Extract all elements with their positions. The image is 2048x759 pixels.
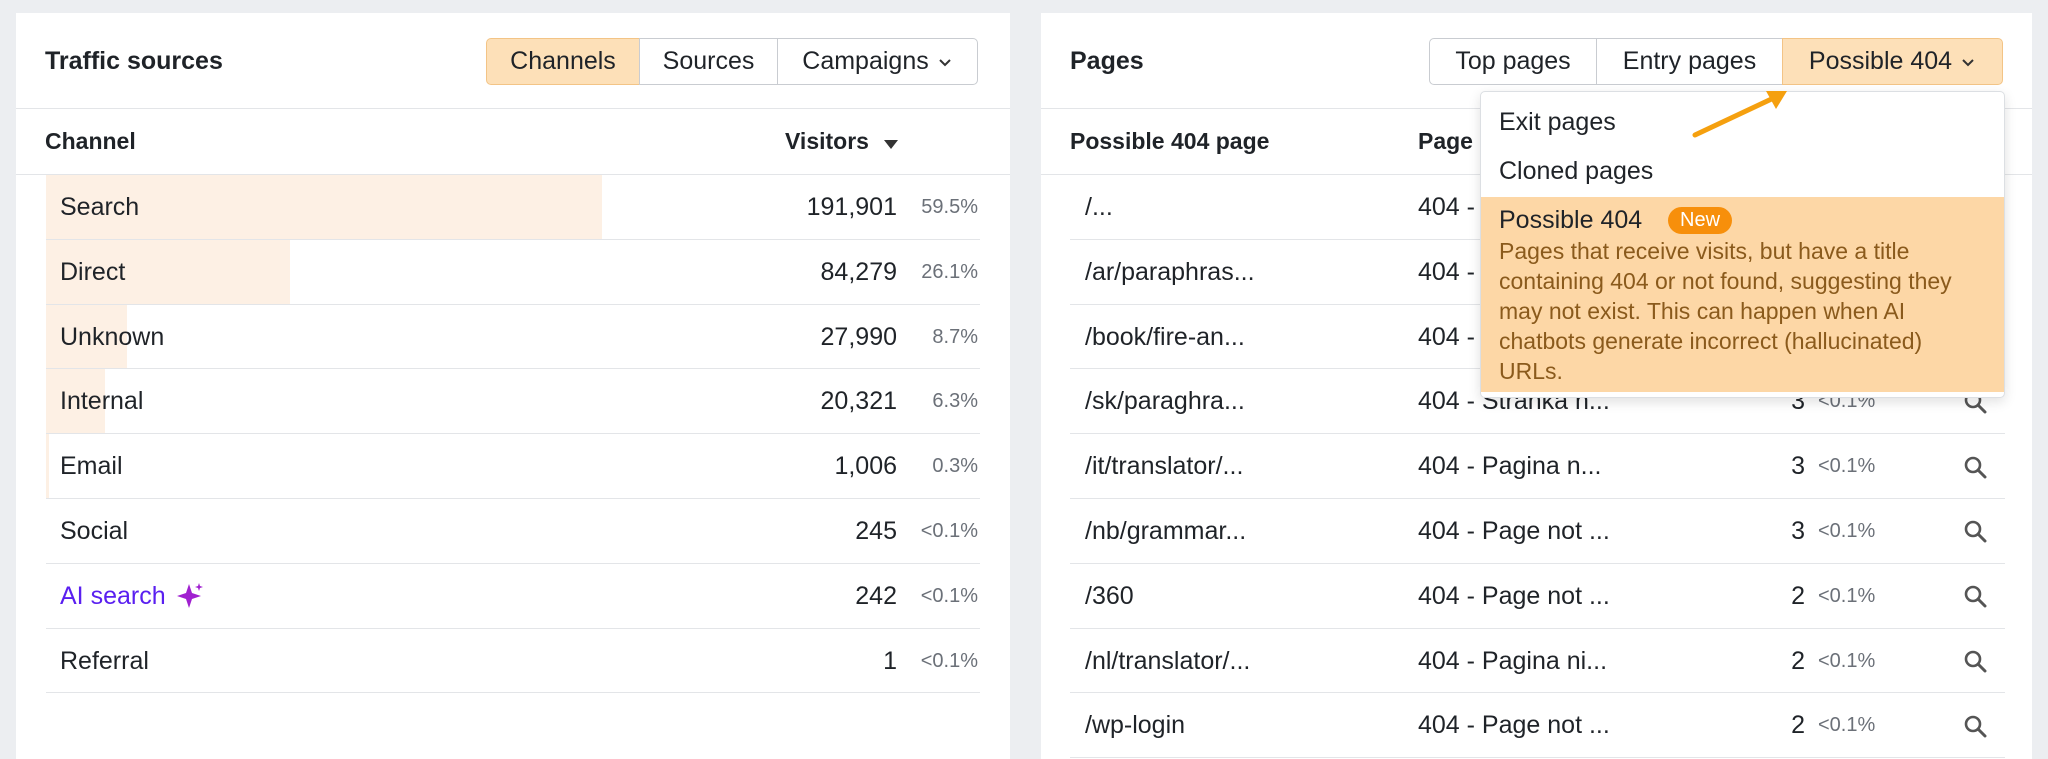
share-label: 26.1% (921, 260, 978, 283)
share-label: <0.1% (1818, 649, 1876, 672)
search-icon[interactable] (1963, 649, 1987, 678)
share-bar (46, 369, 105, 434)
column-header: Visitors (785, 127, 869, 154)
channel-name[interactable]: Internal (60, 387, 144, 416)
share-label: <0.1% (920, 519, 978, 542)
page-path[interactable]: /it/translator/... (1085, 452, 1244, 481)
row-divider (1070, 692, 2005, 694)
channel-name[interactable]: Email (60, 452, 123, 481)
row-divider (1070, 562, 2005, 564)
page-path[interactable]: /nl/translator/... (1085, 646, 1251, 675)
page-title: 404 - (1418, 322, 1475, 351)
search-icon[interactable] (1963, 455, 1987, 484)
row-divider (46, 433, 980, 435)
share-label: <0.1% (1818, 714, 1876, 737)
search-icon[interactable] (1963, 519, 1987, 548)
share-label: 8.7% (932, 325, 978, 348)
share-label: <0.1% (920, 649, 978, 672)
page-title: 404 - Pagina ni... (1418, 646, 1608, 675)
column-header: Possible 404 page (1070, 127, 1270, 154)
visitors: 191,901 (806, 192, 897, 221)
row-divider (46, 303, 980, 305)
tab[interactable]: Top pages (1429, 38, 1597, 85)
page-path[interactable]: /book/fire-an... (1085, 322, 1245, 351)
column-header: Channel (45, 127, 136, 154)
panel-title: Pages (1070, 46, 1144, 75)
menu-item[interactable]: Cloned pages (1499, 156, 1654, 185)
share-bar (46, 175, 602, 239)
share-bar (46, 304, 128, 369)
menu-item-label: Possible 404 (1499, 205, 1643, 234)
page-path[interactable]: /wp-login (1085, 711, 1186, 740)
visitors: 2 (1791, 711, 1805, 740)
tab[interactable]: Channels (486, 38, 640, 85)
divider (16, 108, 1010, 109)
channel-name[interactable]: Search (60, 192, 140, 221)
sort-icon (884, 137, 898, 155)
visitors: 245 (855, 516, 897, 545)
visitors: 3 (1791, 516, 1805, 545)
page-title: 404 - (1418, 257, 1475, 286)
share-label: <0.1% (920, 584, 978, 607)
traffic-panel (16, 13, 1010, 759)
search-icon[interactable] (1963, 584, 1987, 613)
row-divider (1070, 627, 2005, 629)
menu-item[interactable]: Exit pages (1499, 107, 1616, 136)
row-divider (46, 368, 980, 370)
share-label: 0.3% (932, 455, 978, 478)
page-path[interactable]: /sk/paraghra... (1085, 387, 1245, 416)
visitors: 2 (1791, 646, 1805, 675)
tab[interactable]: Possible 404 (1782, 38, 2003, 85)
page-path[interactable]: /nb/grammar... (1085, 516, 1247, 545)
menu-item-selected[interactable] (1481, 197, 2004, 392)
menu-item-description: Pages that receive visits, but have a ti… (1499, 238, 1952, 384)
visitors: 27,990 (820, 322, 897, 351)
tab[interactable]: Entry pages (1596, 38, 1783, 85)
row-divider (1070, 433, 2005, 435)
page-title: 404 - Page not ... (1418, 516, 1610, 545)
row-divider (46, 498, 980, 499)
channel-name[interactable]: Referral (60, 646, 149, 675)
channel-name[interactable]: Direct (60, 257, 126, 286)
share-bar (46, 434, 49, 498)
row-divider (46, 238, 980, 240)
badge: New (1668, 207, 1733, 234)
page-title: 404 - Page not ... (1418, 581, 1610, 610)
arrow-annotation (1690, 85, 1800, 150)
share-label: 59.5% (921, 195, 978, 218)
row-divider (1070, 498, 2005, 499)
search-icon[interactable] (1963, 714, 1987, 743)
visitors: 84,279 (820, 257, 897, 286)
share-label: <0.1% (1818, 584, 1876, 607)
channel-name[interactable]: Unknown (60, 322, 165, 351)
panel-title: Traffic sources (45, 46, 223, 75)
row-divider (46, 627, 980, 629)
row-divider (46, 562, 980, 564)
share-label: <0.1% (1818, 519, 1876, 542)
tab[interactable]: Sources (639, 38, 778, 85)
divider (16, 174, 1010, 175)
page-title: 404 - Page not ... (1418, 711, 1610, 740)
page-path[interactable]: /... (1085, 192, 1113, 221)
share-label: <0.1% (1818, 455, 1876, 478)
column-header: Page (1418, 127, 1473, 154)
row-divider (46, 692, 980, 694)
page-title: 404 - (1418, 192, 1475, 221)
visitors: 1,006 (834, 452, 897, 481)
visitors: 20,321 (820, 387, 897, 416)
visitors: 242 (855, 581, 897, 610)
tab[interactable]: Campaigns (777, 38, 978, 85)
channel-name[interactable]: AI search (60, 576, 204, 616)
row-divider (1070, 757, 2005, 759)
share-label: 6.3% (932, 390, 978, 413)
share-bar (46, 239, 290, 304)
page-path[interactable]: /360 (1085, 581, 1134, 610)
page-title: 404 - Pagina n... (1418, 452, 1602, 481)
visitors: 1 (883, 646, 897, 675)
visitors: 2 (1791, 581, 1805, 610)
channel-name[interactable]: Social (60, 516, 129, 545)
visitors: 3 (1791, 452, 1805, 481)
page-path[interactable]: /ar/paraphras... (1085, 257, 1255, 286)
